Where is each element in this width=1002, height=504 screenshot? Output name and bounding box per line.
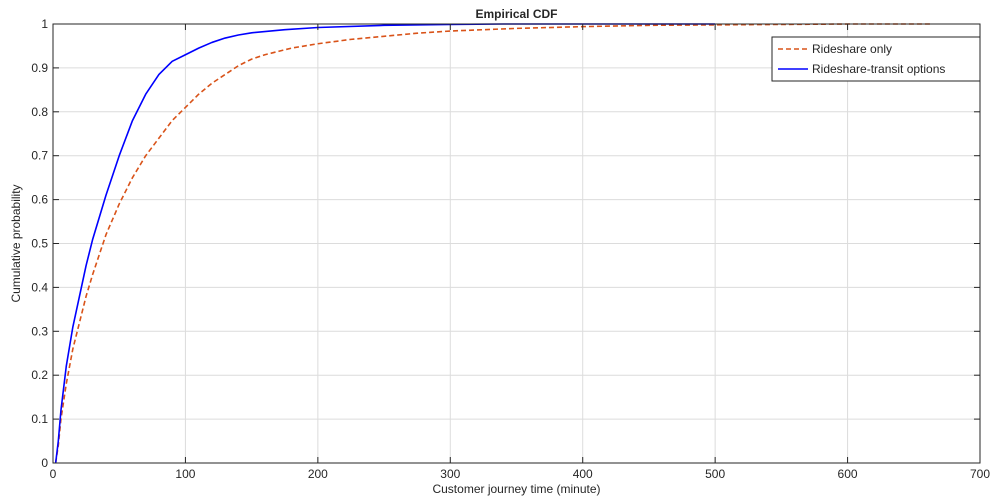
legend-label: Rideshare-transit options	[812, 62, 945, 76]
x-tick-label: 100	[175, 467, 195, 481]
series-line-rideshare-only	[54, 23, 931, 464]
y-tick-label: 1	[41, 17, 48, 31]
y-tick-label: 0.8	[31, 105, 48, 119]
x-tick-label: 200	[308, 467, 328, 481]
y-tick-label: 0.1	[31, 412, 48, 426]
legend: Rideshare only Rideshare-transit options	[771, 36, 981, 82]
tick-layer: 0 100 200 300 400 500 600 700 0 0.1 0.2 0.3 0.4 0.5 0.…	[31, 17, 990, 481]
y-tick-label: 0.6	[31, 193, 48, 207]
x-tick-label: 600	[838, 467, 858, 481]
x-axis-label: Customer journey time (minute)	[432, 482, 600, 496]
y-tick-label: 0.5	[31, 237, 48, 251]
x-tick-label: 400	[573, 467, 593, 481]
y-tick-label: 0.2	[31, 368, 48, 382]
series-line-rideshare-transit	[54, 23, 716, 464]
y-axis-label: Cumulative probability	[9, 184, 23, 302]
y-tick-label: 0.3	[31, 324, 48, 338]
chart-title: Empirical CDF	[475, 7, 557, 21]
x-tick-label: 500	[705, 467, 725, 481]
y-tick-label: 0.7	[31, 149, 48, 163]
x-tick-label: 300	[440, 467, 460, 481]
x-tick-label: 0	[50, 467, 57, 481]
x-tick-label: 700	[970, 467, 990, 481]
y-tick-label: 0.4	[31, 280, 48, 294]
legend-box	[771, 36, 981, 82]
grid-layer	[53, 24, 980, 463]
y-tick-label: 0	[41, 456, 48, 470]
legend-label: Rideshare only	[812, 42, 892, 56]
y-tick-label: 0.9	[31, 61, 48, 75]
series-layer	[54, 23, 931, 464]
